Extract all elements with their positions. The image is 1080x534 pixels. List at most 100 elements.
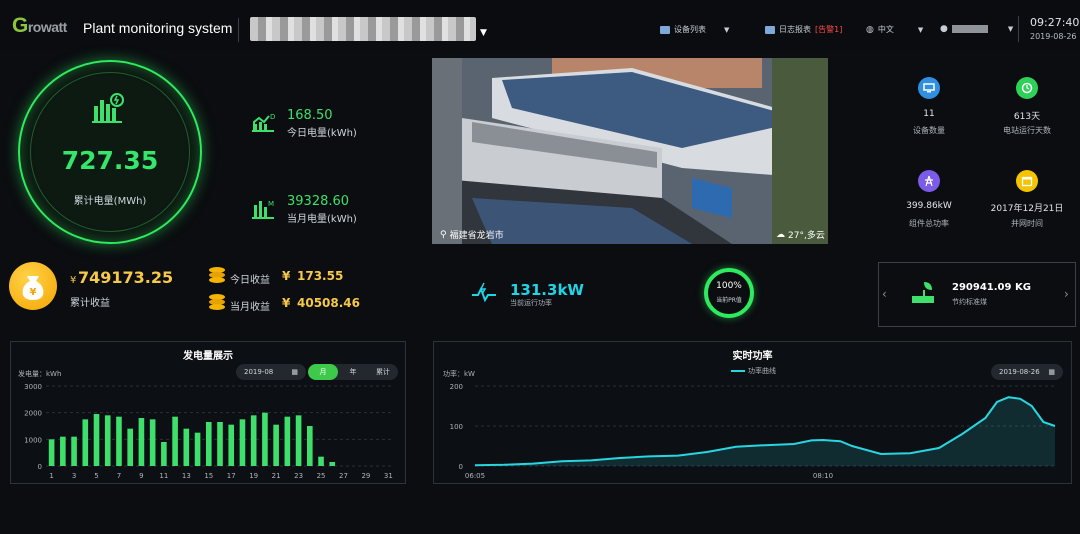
month-revenue-value: 40508.46 [297,296,361,310]
device-count-value: 11 [923,109,935,119]
ring-inner-border [30,72,190,232]
run-days-value: 613天 [1013,112,1041,122]
power-legend[interactable]: 功率曲线 [731,366,776,376]
energy-date-text: 2019-08 [244,368,274,376]
energy-unit-label: 发电量：kWh [18,370,62,378]
pr-label: 当前PR值 [716,297,742,304]
logo-letter: G [12,14,28,37]
bar [93,414,100,466]
tab-month[interactable]: 月 [308,364,338,380]
bar [284,416,291,466]
device-list-label: 设备列表 [674,25,706,34]
pr-ring [704,268,754,318]
log-report-label: 日志报表 [779,25,811,34]
plant-photo [432,58,828,244]
coins-icon [209,294,225,310]
power-pulse-icon [472,282,496,303]
tab-total[interactable]: 累计 [376,368,390,376]
power-date-picker[interactable]: 2019-08-26 ▦ [991,364,1063,380]
app-title: Plant monitoring system [83,20,233,36]
chevron-right-icon[interactable]: › [1064,287,1069,301]
total-revenue-label: 累计收益 [70,298,110,309]
grid-date-label: 并网时间 [1011,219,1043,228]
coal-saving-value: 290941.09 KG [952,282,1031,293]
bar [60,436,66,466]
current-power-value: 131.3kW [510,281,584,299]
bar [295,415,302,466]
total-energy-label: 累计电量(MWh) [73,196,147,207]
daily-energy-icon: D [252,113,275,132]
power-chart-panel [433,341,1072,484]
coal-saving-label: 节约标准煤 [952,298,987,306]
x-tick-label: 19 [249,472,258,480]
month-energy-label: 当月电量(kWh) [287,214,357,225]
chevron-down-icon[interactable]: ▼ [724,25,730,34]
total-energy-value: 727.35 [61,146,159,175]
svg-text:M: M [268,200,274,208]
monitor-icon [918,77,940,99]
language-selector[interactable]: ◍ 中文 ▼ [866,24,923,35]
chevron-down-icon[interactable]: ▼ [1007,25,1014,33]
x-tick-label: 23 [294,472,303,480]
bar [228,424,235,466]
today-revenue-value: 173.55 [297,269,344,283]
x-tick-label: 31 [384,472,393,480]
device-list-button[interactable]: 设备列表 ▼ [660,24,729,35]
bar [318,456,324,466]
currency-symbol: ¥ [282,296,291,310]
energy-month-picker[interactable]: 2019-08 ▦ [236,364,306,380]
svg-text:¥: ¥ [30,287,37,298]
globe-icon: ◍ [866,24,874,35]
bar [172,416,178,466]
clock-icon [1016,77,1038,99]
x-tick-label: 27 [339,472,348,480]
user-menu[interactable]: ● ▼ [940,24,1013,34]
log-report-button[interactable]: 日志报表 [告警1] [765,24,842,35]
bar [48,439,55,466]
report-icon [765,25,775,34]
power-area-fill [475,397,1055,466]
legend-line-swatch [731,370,745,372]
y-tick-label: 200 [450,383,463,391]
y-tick-label: 0 [459,463,463,471]
top-bar [0,0,1080,50]
today-energy-label: 今日电量(kWh) [287,128,357,139]
x-tick-label: 08:10 [813,472,833,480]
alarm-badge[interactable]: [告警1] [815,25,843,34]
photo-weather: ☁ 27°,多云 [776,228,825,242]
bar [273,424,279,466]
monthly-energy-icon: M [252,200,274,219]
y-tick-label: 1000 [24,436,42,444]
chevron-down-icon[interactable]: ▼ [917,25,924,34]
chevron-down-icon[interactable]: ▼ [480,28,487,38]
legend-label: 功率曲线 [748,367,776,375]
calendar-icon: ▦ [1048,368,1055,376]
current-power-label: 当前运行功率 [510,299,552,307]
power-date-text: 2019-08-26 [999,368,1040,376]
svg-text:D: D [270,113,275,121]
plant-selector[interactable] [250,17,476,41]
plant-leaf-icon [912,282,934,303]
location-text: 福建省龙岩市 [449,231,504,241]
username-blurred [951,25,988,33]
header-divider [238,18,239,42]
x-tick-label: 21 [272,472,281,480]
month-revenue-label: 当月收益 [230,302,270,313]
energy-chart-icon [92,93,124,123]
bar [329,462,336,466]
y-tick-label: 3000 [24,383,42,391]
grid-date-value: 2017年12月21日 [990,204,1064,214]
bar [183,428,190,466]
clock-time: 09:27:40 [1030,16,1080,29]
tab-year[interactable]: 年 [349,368,357,376]
power-unit-label: 功率：kW [443,370,475,378]
y-tick-label: 2000 [24,410,42,418]
x-tick-label: 17 [227,472,236,480]
device-list-icon [660,25,670,34]
x-tick-label: 9 [139,472,143,480]
x-tick-label: 11 [159,472,168,480]
chevron-left-icon[interactable]: ‹ [882,287,887,301]
bar [127,428,133,466]
x-tick-label: 7 [117,472,121,480]
